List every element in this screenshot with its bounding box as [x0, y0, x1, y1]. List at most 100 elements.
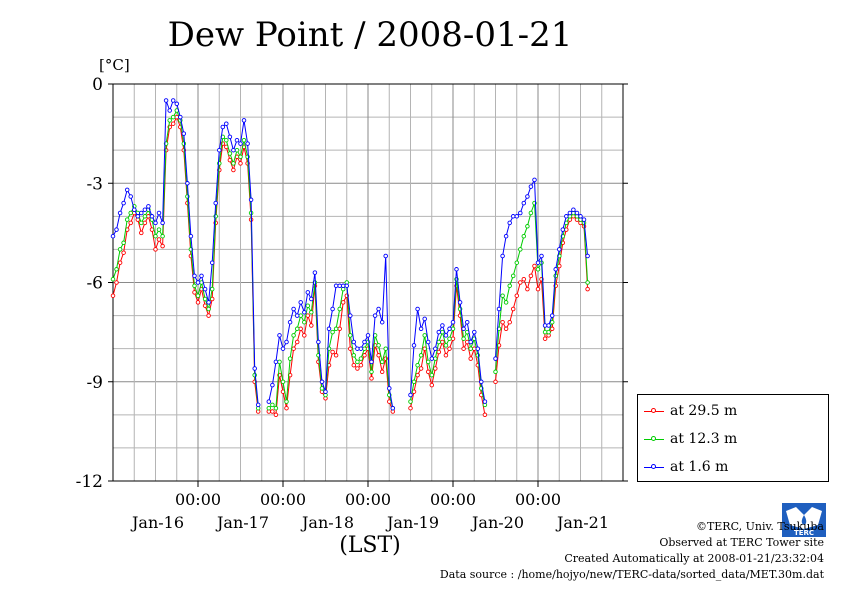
data-point — [149, 227, 155, 232]
data-point — [270, 402, 275, 408]
data-point — [365, 333, 371, 338]
data-point — [564, 214, 569, 219]
data-point — [383, 253, 388, 259]
series-line — [112, 99, 259, 405]
data-point — [241, 137, 247, 143]
data-point — [369, 369, 374, 375]
copyright-text: ©TERC, Univ. Tsukuba — [695, 520, 824, 533]
data-point — [425, 369, 431, 375]
data-point — [387, 386, 392, 391]
data-point — [440, 323, 445, 328]
data-point — [110, 276, 116, 282]
data-point — [195, 293, 201, 298]
data-point — [227, 134, 233, 140]
data-point — [457, 300, 463, 305]
data-point — [510, 214, 516, 219]
data-point — [372, 313, 378, 318]
data-point — [238, 154, 243, 160]
data-point — [510, 306, 516, 312]
data-point — [549, 319, 555, 325]
data-point — [433, 346, 438, 351]
data-point — [355, 359, 360, 365]
data-point — [128, 194, 133, 199]
data-point — [128, 210, 133, 216]
x-tick-date-label: Jan-19 — [385, 513, 439, 532]
data-point — [294, 326, 300, 332]
data-point — [202, 303, 208, 308]
data-point — [415, 306, 420, 312]
data-point — [468, 356, 473, 361]
data-point — [383, 346, 388, 351]
data-point — [560, 227, 566, 232]
data-point — [510, 273, 516, 279]
data-point — [287, 356, 293, 361]
data-point — [493, 369, 498, 375]
data-point — [252, 372, 257, 378]
data-point — [156, 210, 162, 216]
data-point — [585, 253, 590, 259]
y-tick-label: -12 — [76, 472, 103, 492]
legend-label: at 29.5 m — [670, 403, 738, 419]
data-point — [273, 412, 279, 418]
data-point — [348, 333, 353, 338]
data-point — [408, 399, 413, 404]
data-point — [500, 253, 505, 259]
data-point — [351, 339, 357, 345]
data-point — [362, 339, 367, 345]
data-point — [408, 392, 413, 398]
data-point — [539, 253, 544, 259]
series-line — [268, 255, 394, 409]
data-point — [535, 260, 541, 265]
data-point — [142, 220, 148, 226]
data-point — [153, 247, 158, 252]
data-point — [507, 283, 512, 289]
data-point — [248, 197, 254, 203]
data-point — [217, 147, 222, 153]
data-point — [379, 359, 385, 365]
data-point — [213, 200, 218, 206]
data-point — [192, 273, 197, 279]
data-point — [178, 114, 183, 120]
data-point — [376, 353, 381, 358]
data-point — [557, 247, 562, 252]
data-point — [163, 98, 169, 103]
data-point — [224, 121, 229, 126]
data-point — [309, 310, 314, 315]
data-point — [185, 181, 190, 186]
data-point — [220, 124, 226, 130]
data-point — [571, 207, 576, 212]
data-point — [188, 233, 194, 239]
data-point — [525, 224, 530, 229]
data-point — [429, 356, 435, 361]
data-point — [514, 260, 520, 265]
data-point — [110, 293, 116, 298]
data-point — [436, 349, 442, 355]
legend-item-12-3m: at 12.3 m — [644, 429, 737, 449]
data-point — [291, 306, 296, 312]
data-point — [574, 210, 580, 216]
data-point — [110, 233, 116, 239]
data-point — [440, 339, 445, 345]
data-point — [447, 346, 452, 351]
data-point — [273, 405, 279, 411]
data-point — [227, 157, 233, 163]
unit-label: [°C] — [99, 56, 130, 74]
data-point — [114, 267, 119, 272]
data-point — [142, 214, 148, 219]
data-point — [277, 333, 282, 338]
data-point — [316, 339, 321, 345]
data-point — [124, 187, 130, 193]
data-point — [231, 167, 236, 173]
data-point — [192, 290, 197, 295]
data-point — [326, 326, 332, 332]
data-point — [532, 177, 537, 183]
data-point — [156, 227, 162, 232]
data-point — [362, 353, 367, 358]
data-point — [503, 300, 509, 305]
data-point — [358, 362, 364, 368]
data-point — [479, 379, 484, 385]
data-point — [156, 237, 162, 242]
y-tick-label: 0 — [92, 75, 103, 95]
source-text: Data source : /home/hojyo/new/TERC-data/… — [439, 568, 824, 581]
